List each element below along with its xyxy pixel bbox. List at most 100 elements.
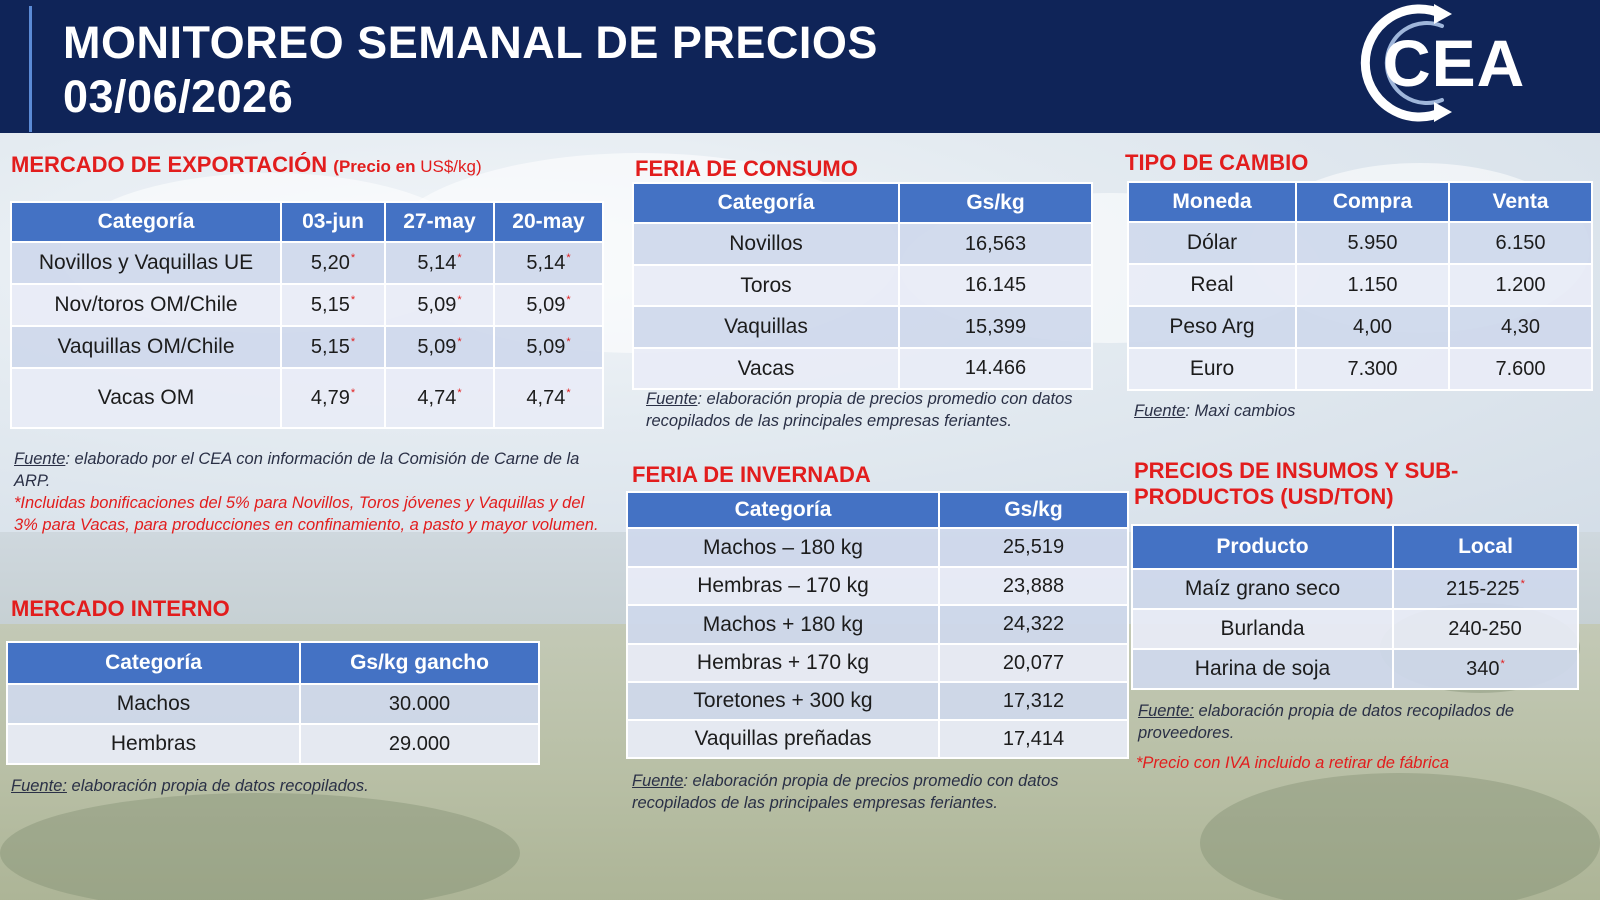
price-value: 5,09: [417, 293, 457, 316]
category-cell: Vaquillas preñadas: [626, 719, 940, 759]
inputs-source: Fuente: elaboración propia de datos reco…: [1138, 700, 1558, 744]
price-cell: 16,563: [898, 222, 1093, 266]
currency-cell: Peso Arg: [1127, 305, 1297, 349]
asterisk-mark: *: [457, 386, 462, 399]
price-cell: 17,414: [938, 719, 1129, 759]
subtitle-regular: US$/kg): [415, 157, 482, 176]
export-market-source: Fuente: elaborado por el CEA con informa…: [14, 448, 604, 492]
source-text: : elaboración propia de precios promedio…: [646, 390, 1073, 430]
sell-cell: 7.600: [1448, 347, 1593, 391]
column-header: 20-may: [493, 201, 604, 243]
category-cell: Toretones + 300 kg: [626, 681, 940, 721]
column-header: Local: [1392, 524, 1579, 570]
category-cell: Vacas OM: [10, 367, 282, 429]
exchange-rate-title: TIPO DE CAMBIO: [1125, 150, 1309, 175]
currency-cell: Real: [1127, 263, 1297, 307]
price-cell: 5,15*: [280, 325, 386, 369]
asterisk-mark: *: [350, 386, 356, 399]
inputs-title: PRECIOS DE INSUMOS Y SUB- PRODUCTOS (USD…: [1134, 458, 1458, 510]
category-cell: Novillos: [632, 222, 900, 266]
price-cell: 5,09*: [493, 325, 604, 369]
table-header-row: Moneda Compra Venta: [1127, 181, 1593, 223]
asterisk-mark: *: [566, 293, 571, 306]
column-header: Moneda: [1127, 181, 1297, 223]
exchange-rate-source: Fuente: Maxi cambios: [1134, 400, 1574, 422]
price-value: 4,79: [310, 386, 350, 409]
price-value: 340: [1466, 657, 1500, 680]
asterisk-mark: *: [1520, 577, 1525, 590]
column-header: Producto: [1131, 524, 1394, 570]
header-banner: MONITOREO SEMANAL DE PRECIOS 03/06/2026 …: [0, 0, 1600, 133]
price-value: 4,74: [526, 386, 566, 409]
price-cell: 16.145: [898, 264, 1093, 307]
asterisk-mark: *: [1500, 657, 1505, 670]
source-label: Fuente: [646, 390, 698, 408]
price-cell: 29.000: [299, 723, 540, 765]
page-title: MONITOREO SEMANAL DE PRECIOS 03/06/2026: [63, 16, 878, 124]
column-header: Categoría: [632, 182, 900, 224]
price-value: 215-225: [1446, 577, 1520, 600]
product-cell: Maíz grano seco: [1131, 568, 1394, 610]
table-row: Euro 7.300 7.600: [1127, 347, 1593, 391]
table-row: Vaquillas 15,399: [632, 305, 1093, 349]
price-value: 5,15: [310, 335, 350, 358]
price-cell: 4,74*: [384, 367, 495, 429]
price-cell: 4,74*: [493, 367, 604, 429]
table-row: Hembras 29.000: [6, 723, 540, 765]
column-header: Venta: [1448, 181, 1593, 223]
title-line-1: MONITOREO SEMANAL DE PRECIOS: [63, 17, 878, 68]
price-cell: 240-250: [1392, 608, 1579, 650]
logo-text: CEA: [1383, 26, 1526, 100]
price-cell: 5,14*: [493, 241, 604, 285]
export-market-title: MERCADO DE EXPORTACIÓN (Precio en US$/kg…: [11, 152, 482, 180]
column-header: Categoría: [626, 491, 940, 529]
price-cell: 17,312: [938, 681, 1129, 721]
table-row: Maíz grano seco 215-225*: [1131, 568, 1579, 610]
price-cell: 23,888: [938, 566, 1129, 606]
inputs-title-line-1: PRECIOS DE INSUMOS Y SUB-: [1134, 458, 1459, 483]
column-header: Compra: [1295, 181, 1450, 223]
table-header-row: Categoría Gs/kg: [626, 491, 1129, 529]
price-value: 5,15: [310, 293, 350, 316]
asterisk-mark: *: [457, 335, 462, 348]
exchange-rate-table: Moneda Compra Venta Dólar 5.950 6.150 Re…: [1127, 181, 1593, 391]
buy-cell: 5.950: [1295, 221, 1450, 265]
buy-cell: 7.300: [1295, 347, 1450, 391]
category-cell: Hembras – 170 kg: [626, 566, 940, 606]
table-row: Dólar 5.950 6.150: [1127, 221, 1593, 265]
table-row: Nov/toros OM/Chile 5,15* 5,09* 5,09*: [10, 283, 604, 327]
wintering-fair-title: FERIA DE INVERNADA: [632, 462, 871, 487]
table-header-row: Categoría Gs/kg gancho: [6, 641, 540, 685]
price-cell: 4,79*: [280, 367, 386, 429]
currency-cell: Euro: [1127, 347, 1297, 391]
price-cell: 24,322: [938, 604, 1129, 645]
category-cell: Vacas: [632, 347, 900, 390]
price-cell: 5,14*: [384, 241, 495, 285]
internal-market-table: Categoría Gs/kg gancho Machos 30.000 Hem…: [6, 641, 540, 765]
background-tree: [1200, 773, 1600, 900]
price-cell: 5,15*: [280, 283, 386, 327]
price-cell: 20,077: [938, 643, 1129, 683]
source-label: Fuente:: [11, 777, 67, 795]
table-row: Novillos y Vaquillas UE 5,20* 5,14* 5,14…: [10, 241, 604, 285]
export-market-footnote: *Incluidas bonificaciones del 5% para No…: [14, 494, 599, 534]
asterisk-mark: *: [566, 386, 571, 399]
source-label: Fuente:: [1138, 702, 1194, 720]
table-header-row: Categoría Gs/kg: [632, 182, 1093, 224]
sell-cell: 1.200: [1448, 263, 1593, 307]
table-row: Peso Arg 4,00 4,30: [1127, 305, 1593, 349]
asterisk-mark: *: [457, 251, 462, 264]
source-text: elaboración propia de datos recopilados.: [66, 777, 369, 795]
price-cell: 25,519: [938, 527, 1129, 568]
consumption-fair-title: FERIA DE CONSUMO: [635, 156, 858, 181]
price-cell: 340*: [1392, 648, 1579, 690]
price-cell: 5,09*: [384, 325, 495, 369]
column-header: Gs/kg gancho: [299, 641, 540, 685]
price-value: 5,09: [417, 335, 457, 358]
internal-market-title: MERCADO INTERNO: [11, 596, 230, 621]
table-row: Machos 30.000: [6, 683, 540, 725]
category-cell: Novillos y Vaquillas UE: [10, 241, 282, 285]
category-cell: Toros: [632, 264, 900, 307]
inputs-footnote: *Precio con IVA incluido a retirar de fá…: [1136, 754, 1450, 772]
category-cell: Vaquillas OM/Chile: [10, 325, 282, 369]
